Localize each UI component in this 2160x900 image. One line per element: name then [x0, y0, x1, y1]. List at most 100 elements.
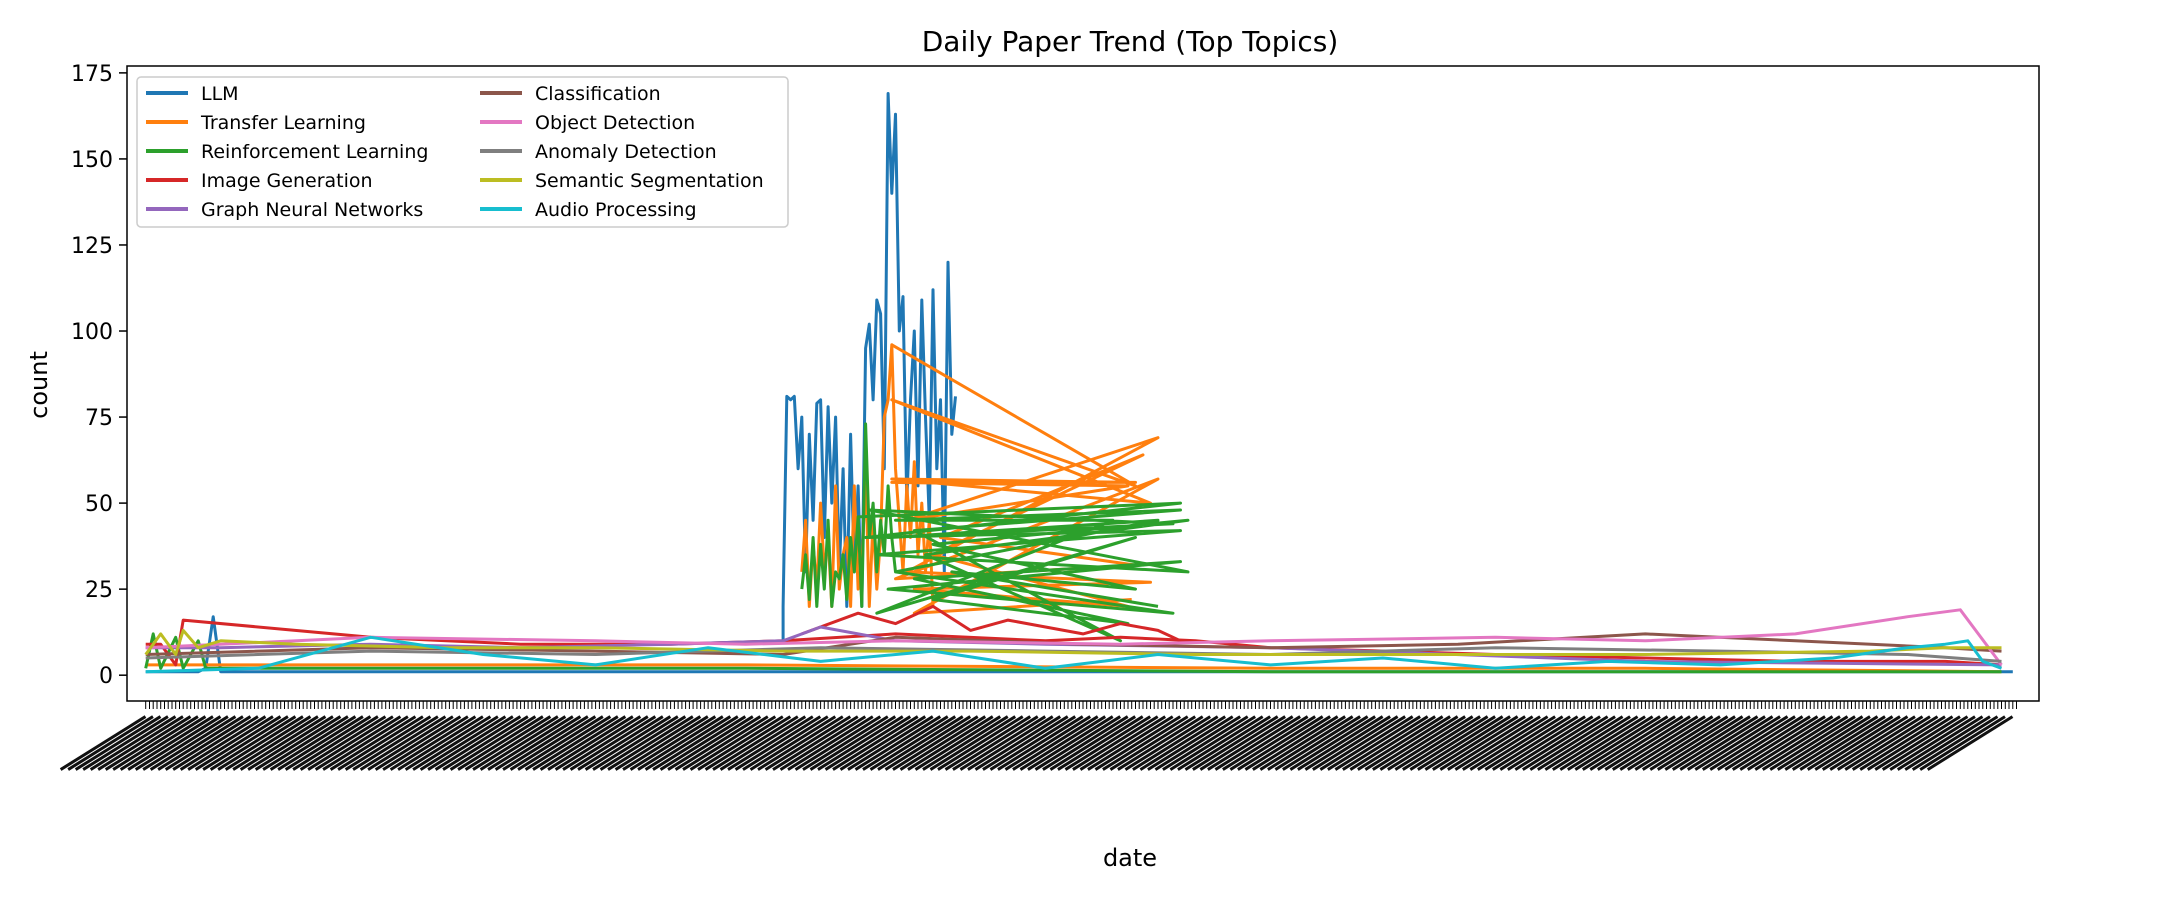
- x-tick-label: [577, 715, 664, 771]
- y-tick-label: 75: [85, 406, 113, 431]
- x-tick-label: [674, 715, 762, 771]
- x-tick-label: [1379, 715, 1466, 771]
- x-tick-label: [1327, 715, 1414, 771]
- x-tick-label: [239, 715, 327, 771]
- x-tick-label: [974, 715, 1062, 771]
- x-tick-label: [427, 715, 514, 771]
- x-tick-label: [502, 715, 589, 771]
- legend-label: Anomaly Detection: [535, 141, 717, 163]
- x-tick-label: [802, 715, 889, 771]
- x-tick-label: [412, 715, 499, 771]
- x-tick-label: [1784, 715, 1871, 771]
- x-tick-label: [217, 715, 304, 771]
- x-tick-label: [1896, 715, 1984, 771]
- x-tick-labels: [59, 715, 2014, 771]
- x-tick-label: [1904, 715, 1991, 771]
- x-tick-label: [1462, 715, 1549, 771]
- x-tick-label: [1454, 715, 1541, 771]
- x-tick-label: [1019, 715, 1107, 771]
- x-tick-label: [1432, 715, 1519, 771]
- x-tick-label: [1072, 715, 1159, 771]
- x-tick-label: [1319, 715, 1406, 771]
- x-tick-label: [1806, 715, 1894, 771]
- x-tick-label: [629, 715, 717, 771]
- x-tick-label: [1424, 715, 1511, 771]
- x-tick-label: [997, 715, 1084, 771]
- x-tick-label: [659, 715, 747, 771]
- x-tick-label: [1394, 715, 1481, 771]
- x-tick-label: [1529, 715, 1616, 771]
- x-tick-label: [314, 715, 402, 771]
- x-axis: [59, 701, 2017, 771]
- x-tick-label: [224, 715, 312, 771]
- chart-title: Daily Paper Trend (Top Topics): [922, 25, 1339, 58]
- x-tick-label: [959, 715, 1047, 771]
- series-line: [145, 618, 2002, 667]
- x-tick-label: [397, 715, 484, 771]
- x-tick-label: [937, 715, 1024, 771]
- x-axis-label: date: [1103, 844, 1157, 872]
- series-line-segment: [800, 422, 897, 608]
- x-tick-label: [727, 715, 814, 771]
- legend-item: Reinforcement Learning: [146, 141, 428, 163]
- x-tick-label: [1199, 715, 1286, 771]
- x-tick-label: [1132, 715, 1219, 771]
- x-tick-label: [1049, 715, 1137, 771]
- x-tick-label: [899, 715, 987, 771]
- legend-item: Anomaly Detection: [480, 141, 717, 163]
- x-tick-label: [1829, 715, 1916, 771]
- x-tick-label: [892, 715, 979, 771]
- series-classification: [145, 632, 2002, 656]
- x-tick-label: [119, 715, 207, 771]
- x-tick-label: [1694, 715, 1781, 771]
- x-tick-label: [1109, 715, 1197, 771]
- x-tick-label: [1222, 715, 1309, 771]
- x-tick-label: [134, 715, 222, 771]
- x-tick-label: [329, 715, 417, 771]
- x-tick-label: [1664, 715, 1751, 771]
- x-tick-label: [1372, 715, 1459, 771]
- legend-label: Reinforcement Learning: [201, 141, 428, 163]
- series-line-segment: [781, 92, 957, 641]
- x-tick-label: [1057, 715, 1144, 771]
- x-tick-label: [67, 715, 154, 771]
- x-tick-label: [914, 715, 1002, 771]
- x-tick-label: [434, 715, 522, 771]
- x-tick-label: [472, 715, 559, 771]
- x-tick-label: [824, 715, 912, 771]
- legend-item: Semantic Segmentation: [480, 170, 764, 192]
- x-tick-label: [112, 715, 199, 771]
- x-tick-label: [1259, 715, 1346, 771]
- x-tick-label: [532, 715, 619, 771]
- series-layer: [144, 92, 2013, 674]
- series-line-segment: [858, 501, 1190, 643]
- x-tick-label: [389, 715, 477, 771]
- x-tick-label: [517, 715, 604, 771]
- x-tick-label: [1162, 715, 1249, 771]
- x-tick-label: [1297, 715, 1384, 771]
- x-tick-label: [989, 715, 1077, 771]
- y-tick-label: 150: [71, 148, 113, 173]
- y-tick-label: 100: [71, 320, 113, 345]
- x-tick-label: [299, 715, 387, 771]
- x-tick-label: [1716, 715, 1804, 771]
- y-tick-label: 175: [71, 62, 113, 87]
- x-tick-label: [1244, 715, 1331, 771]
- x-tick-label: [1364, 715, 1451, 771]
- x-tick-label: [1169, 715, 1256, 771]
- x-tick-label: [284, 715, 372, 771]
- x-tick-label: [1844, 715, 1931, 771]
- x-tick-label: [922, 715, 1009, 771]
- x-tick-label: [479, 715, 567, 771]
- legend-frame: [136, 76, 789, 228]
- x-tick-label: [277, 715, 364, 771]
- x-tick-label: [1611, 715, 1699, 771]
- x-tick-label: [637, 715, 724, 771]
- x-tick-label: [1522, 715, 1609, 771]
- x-tick-label: [1237, 715, 1324, 771]
- y-tick-label: 125: [71, 234, 113, 259]
- legend: LLM Transfer Learning Reinforcement Learni…: [136, 76, 789, 228]
- x-tick-label: [1304, 715, 1391, 771]
- x-tick-label: [607, 715, 694, 771]
- x-tick-label: [419, 715, 507, 771]
